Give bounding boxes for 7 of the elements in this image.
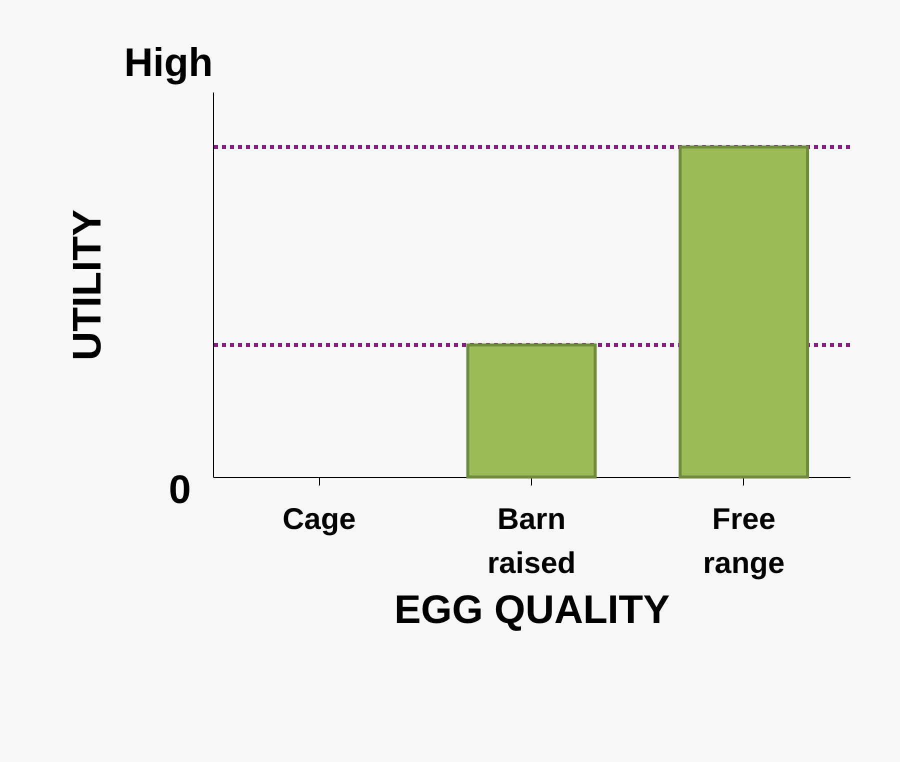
x-tick-label: Cage <box>282 503 356 536</box>
x-axis-title: EGG QUALITY <box>394 588 670 632</box>
text: 0 <box>168 468 191 512</box>
y-axis-title: UTILITY <box>66 209 110 361</box>
x-tick-label: Barn raised <box>487 503 576 580</box>
x-tick-label: Free range <box>702 503 785 580</box>
text: High <box>124 41 213 85</box>
